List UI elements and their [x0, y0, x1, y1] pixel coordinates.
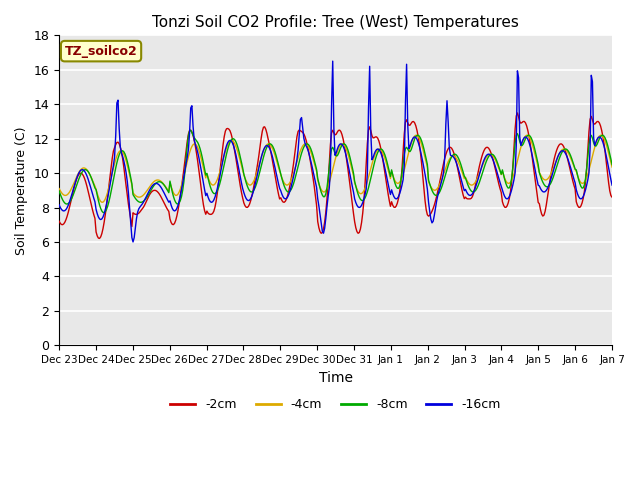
Legend: -2cm, -4cm, -8cm, -16cm: -2cm, -4cm, -8cm, -16cm: [166, 394, 506, 417]
Y-axis label: Soil Temperature (C): Soil Temperature (C): [15, 126, 28, 254]
Title: Tonzi Soil CO2 Profile: Tree (West) Temperatures: Tonzi Soil CO2 Profile: Tree (West) Temp…: [152, 15, 519, 30]
X-axis label: Time: Time: [319, 371, 353, 384]
Text: TZ_soilco2: TZ_soilco2: [65, 45, 138, 58]
